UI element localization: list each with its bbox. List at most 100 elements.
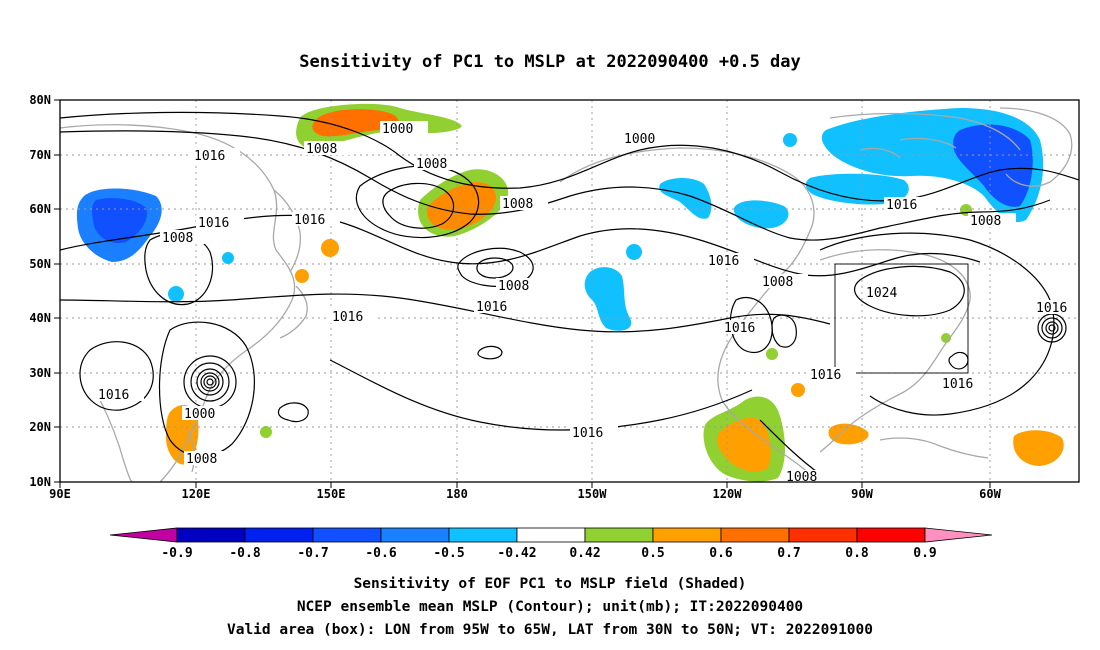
coastline-kamchatka bbox=[273, 189, 302, 273]
negative-patch-small-2 bbox=[168, 286, 184, 302]
contour-label-1016: 1016 bbox=[1036, 301, 1067, 316]
negative-patch-small-4 bbox=[783, 133, 797, 147]
contour-label-1008: 1008 bbox=[970, 214, 1001, 229]
label-bg-1024 bbox=[864, 285, 912, 299]
colorbar-segment bbox=[788, 527, 858, 543]
coastline-indochina bbox=[99, 399, 133, 483]
lat-axis-labels: 80N 70N 60N 50N 40N 30N 20N 10N bbox=[29, 93, 51, 489]
colorbar-end-high bbox=[924, 527, 993, 543]
contour-label-1016: 1016 bbox=[294, 213, 325, 228]
contour-label-1008: 1008 bbox=[306, 142, 337, 157]
label-bg-1008c bbox=[500, 196, 548, 210]
label-bg-1008h bbox=[184, 451, 232, 465]
contour-label-1016: 1016 bbox=[194, 149, 225, 164]
colorbar-label: 0.42 bbox=[569, 546, 600, 561]
lat-label: 60N bbox=[29, 202, 51, 216]
colorbar-label: 0.7 bbox=[777, 546, 800, 561]
colorbar-label: 0.9 bbox=[913, 546, 936, 561]
label-bg-1016d bbox=[474, 299, 522, 313]
lat-label: 30N bbox=[29, 366, 51, 380]
typhoon-ring-5 bbox=[203, 375, 217, 389]
lat-label: 70N bbox=[29, 148, 51, 162]
colorbar-segment bbox=[584, 527, 654, 543]
contour-label-1000: 1000 bbox=[624, 132, 655, 147]
label-bg-1016h bbox=[884, 197, 932, 211]
contour-label-1016: 1016 bbox=[572, 426, 603, 441]
colorbar bbox=[109, 527, 993, 543]
colorbar-end-low bbox=[109, 527, 178, 543]
positive-patch-aleutian-core bbox=[426, 182, 496, 230]
colorbar-segment bbox=[244, 527, 314, 543]
label-bg-1008f bbox=[760, 274, 808, 288]
lon-label: 90E bbox=[49, 487, 71, 501]
label-bg-1016c bbox=[292, 212, 340, 226]
contour-label-1008: 1008 bbox=[498, 279, 529, 294]
colorbar-label: 0.6 bbox=[709, 546, 733, 561]
coastline-greenland bbox=[999, 107, 1073, 187]
colorbar-label: -0.6 bbox=[365, 546, 396, 561]
colorbar-label: -0.8 bbox=[229, 546, 260, 561]
label-bg-1016j bbox=[808, 367, 856, 381]
map-panel: 1000 1008 1016 1000 1008 1008 1016 1008 … bbox=[59, 99, 1080, 485]
lat-label: 10N bbox=[29, 475, 51, 489]
contour-small-ring-a bbox=[277, 402, 309, 423]
negative-patch-arctic-core bbox=[953, 124, 1033, 207]
typhoon-ring-4 bbox=[200, 372, 220, 392]
positive-patch-mexico-core bbox=[717, 417, 771, 472]
contour-label-1000: 1000 bbox=[184, 407, 215, 422]
label-bg-1008b bbox=[414, 156, 462, 170]
label-bg-1016f bbox=[706, 253, 754, 267]
contour-label-1016: 1016 bbox=[886, 198, 917, 213]
contour-indochina-ring bbox=[79, 341, 154, 411]
positive-patch-small-2 bbox=[295, 269, 309, 283]
colorbar-label: 0.5 bbox=[641, 546, 664, 561]
negative-patch-central-pacific bbox=[584, 267, 632, 331]
hurricane-ring-2 bbox=[1041, 317, 1063, 339]
negative-patch-small-1 bbox=[626, 244, 642, 260]
lat-label: 50N bbox=[29, 257, 51, 271]
sensitivity-shading bbox=[76, 103, 1064, 482]
contour-label-1008: 1008 bbox=[502, 197, 533, 212]
lon-label: 150E bbox=[317, 487, 346, 501]
lon-label: 90W bbox=[851, 487, 873, 501]
contour-label-1016: 1016 bbox=[708, 254, 739, 269]
hurricane-ring-3 bbox=[1045, 321, 1059, 335]
caption-line-1: Sensitivity of EOF PC1 to MSLP field (Sh… bbox=[354, 576, 747, 592]
lat-label: 20N bbox=[29, 420, 51, 434]
label-bg-1016k bbox=[940, 376, 988, 390]
colorbar-segment bbox=[856, 527, 926, 543]
colorbar-label: -0.5 bbox=[433, 546, 464, 561]
label-bg-1016e bbox=[330, 309, 378, 323]
contour-low-bering-inner bbox=[382, 182, 455, 229]
label-bg-1008a bbox=[304, 141, 352, 155]
positive-patch-small-1 bbox=[321, 239, 339, 257]
valid-area-box bbox=[834, 263, 969, 374]
lat-label: 40N bbox=[29, 311, 51, 325]
contour-label-1008: 1008 bbox=[416, 157, 447, 172]
coastline-arctic-islands bbox=[829, 112, 1021, 159]
lat-label: 80N bbox=[29, 93, 51, 107]
coastline-caribbean bbox=[879, 437, 989, 459]
label-bg-1000c bbox=[182, 406, 230, 420]
contour-1016-subtropic bbox=[329, 359, 753, 431]
lon-label: 120E bbox=[182, 487, 211, 501]
contour-tropical-1008 bbox=[759, 419, 821, 475]
contour-label-1008: 1008 bbox=[186, 452, 217, 467]
positive-patch-gulf bbox=[828, 423, 869, 445]
contour-small-ring-b bbox=[477, 345, 503, 360]
map-border bbox=[59, 99, 1080, 483]
label-bg-1008i bbox=[784, 470, 832, 482]
contour-1016-north bbox=[59, 111, 1080, 202]
colorbar-segment bbox=[380, 527, 450, 543]
label-bg-1016l bbox=[96, 387, 144, 401]
contour-low-central-pacific-inner bbox=[476, 257, 514, 279]
label-bg-1008e bbox=[496, 278, 544, 292]
contour-1024-high bbox=[853, 265, 965, 317]
colorbar-segment bbox=[312, 527, 382, 543]
contour-label-1016: 1016 bbox=[98, 388, 129, 403]
mslp-contours bbox=[59, 111, 1080, 475]
contour-label-1008: 1008 bbox=[762, 275, 793, 290]
contour-1016-atlantic bbox=[819, 232, 1055, 416]
contour-label-1016: 1016 bbox=[724, 321, 755, 336]
